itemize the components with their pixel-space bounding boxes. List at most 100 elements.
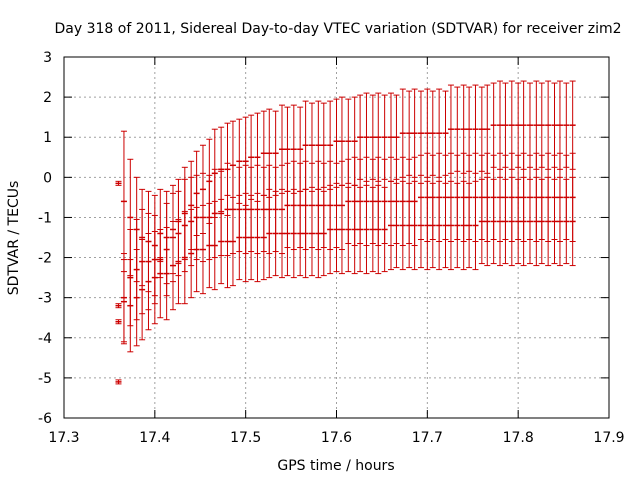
error-bar bbox=[569, 176, 576, 267]
error-bar bbox=[254, 192, 261, 283]
error-bar bbox=[369, 186, 376, 273]
error-bar bbox=[411, 180, 418, 271]
error-bar bbox=[508, 176, 515, 267]
error-bar bbox=[381, 186, 388, 273]
error-bar-series bbox=[115, 80, 576, 385]
error-bar bbox=[417, 182, 424, 269]
error-bar bbox=[497, 176, 503, 267]
y-tick-label: 0 bbox=[43, 170, 52, 186]
error-bar bbox=[363, 184, 370, 275]
x-tick-label: 17.5 bbox=[230, 430, 261, 446]
error-bar bbox=[327, 184, 334, 275]
error-bar bbox=[478, 178, 485, 265]
y-tick-label: 1 bbox=[43, 130, 52, 146]
x-tick-label: 17.6 bbox=[321, 430, 352, 446]
error-bar bbox=[163, 226, 170, 321]
error-bar bbox=[320, 190, 327, 277]
error-bar bbox=[248, 194, 255, 281]
x-tick-label: 17.8 bbox=[503, 430, 534, 446]
error-bar bbox=[484, 176, 491, 267]
error-bar bbox=[538, 178, 545, 265]
error-bar bbox=[515, 82, 522, 168]
error-bar bbox=[515, 178, 522, 265]
error-bar bbox=[272, 190, 279, 277]
y-tick-label: -6 bbox=[38, 411, 52, 427]
error-bar bbox=[236, 194, 243, 281]
y-tick-label: -1 bbox=[38, 210, 52, 226]
error-bar bbox=[490, 178, 497, 265]
y-tick-label: -3 bbox=[38, 291, 52, 307]
error-bar bbox=[242, 192, 249, 283]
error-bar bbox=[170, 220, 176, 311]
error-bar bbox=[563, 82, 570, 168]
error-bar bbox=[393, 182, 400, 269]
error-bar bbox=[357, 186, 364, 273]
y-tick-label: 2 bbox=[43, 90, 52, 106]
error-bar bbox=[526, 82, 533, 168]
error-bar bbox=[151, 230, 158, 325]
x-tick-label: 17.9 bbox=[593, 430, 624, 446]
error-bar bbox=[429, 182, 436, 269]
x-tick-label: 17.4 bbox=[139, 430, 170, 446]
error-bar bbox=[181, 210, 188, 305]
error-bar bbox=[556, 176, 563, 267]
error-bar bbox=[133, 249, 140, 347]
error-bar bbox=[290, 188, 297, 279]
error-bar bbox=[388, 180, 394, 271]
error-bar bbox=[533, 176, 540, 267]
error-bar bbox=[139, 239, 146, 341]
error-bar bbox=[224, 194, 231, 289]
series-outlier bbox=[115, 379, 122, 385]
error-bar bbox=[466, 182, 473, 269]
error-bar bbox=[563, 178, 570, 265]
y-tick-label: -2 bbox=[38, 251, 52, 267]
y-tick-label: 3 bbox=[43, 50, 52, 66]
error-bar bbox=[120, 130, 127, 273]
x-tick-label: 17.7 bbox=[412, 430, 443, 446]
error-bar bbox=[145, 232, 152, 331]
error-bar bbox=[526, 178, 533, 265]
error-bar bbox=[193, 206, 200, 293]
error-bar bbox=[520, 176, 527, 267]
error-bar bbox=[206, 202, 213, 289]
error-bar bbox=[502, 178, 509, 265]
error-bar bbox=[333, 186, 340, 273]
error-bar bbox=[302, 188, 309, 279]
x-tick-label: 17.3 bbox=[48, 430, 79, 446]
axis-ticks: 3 2 1 0 -1 -2 -3 -4 -5 -6 17.3 17.4 17.5 17.6 17.7 17.8… bbox=[38, 50, 625, 446]
error-bar bbox=[115, 319, 122, 325]
error-bar bbox=[351, 184, 358, 275]
error-bar bbox=[551, 82, 558, 168]
y-axis-label: SDTVAR / TECUs bbox=[6, 181, 22, 296]
error-bar bbox=[175, 218, 182, 305]
error-bar bbox=[115, 180, 122, 186]
error-bar bbox=[199, 204, 206, 295]
error-bar bbox=[279, 188, 285, 279]
error-bar bbox=[188, 208, 195, 299]
error-bar bbox=[120, 259, 127, 345]
error-bar bbox=[406, 182, 413, 269]
error-bar bbox=[115, 379, 122, 385]
error-bar bbox=[308, 190, 315, 277]
error-bar bbox=[454, 182, 461, 269]
error-bar bbox=[315, 188, 322, 279]
error-bar bbox=[399, 180, 406, 271]
error-bar bbox=[545, 176, 552, 267]
error-bar bbox=[218, 198, 225, 285]
error-bar bbox=[266, 188, 273, 279]
y-tick-label: -4 bbox=[38, 331, 52, 347]
error-bar bbox=[211, 200, 218, 291]
y-tick-label: -5 bbox=[38, 371, 52, 387]
error-bar bbox=[375, 184, 382, 275]
x-axis-label: GPS time / hours bbox=[277, 458, 394, 474]
error-bar bbox=[551, 178, 558, 265]
error-bar bbox=[424, 180, 431, 271]
error-bar bbox=[460, 180, 467, 271]
error-bar bbox=[436, 180, 443, 271]
error-bar bbox=[345, 186, 352, 273]
error-bar bbox=[538, 82, 545, 168]
error-bar bbox=[472, 180, 479, 271]
error-bar bbox=[284, 190, 291, 277]
error-bar bbox=[338, 184, 345, 275]
